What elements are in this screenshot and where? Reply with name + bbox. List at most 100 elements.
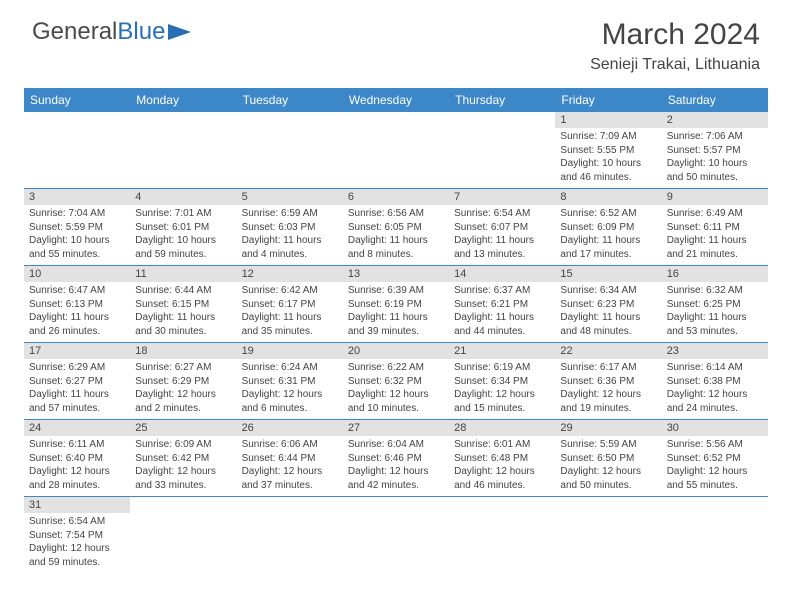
- calendar-week-row: 1Sunrise: 7:09 AMSunset: 5:55 PMDaylight…: [24, 112, 768, 189]
- calendar-cell: 14Sunrise: 6:37 AMSunset: 6:21 PMDayligh…: [449, 266, 555, 343]
- calendar-cell: 30Sunrise: 5:56 AMSunset: 6:52 PMDayligh…: [662, 420, 768, 497]
- day-header: Sunday: [24, 88, 130, 112]
- day-info: Sunrise: 6:09 AMSunset: 6:42 PMDaylight:…: [130, 436, 236, 496]
- calendar-cell: 28Sunrise: 6:01 AMSunset: 6:48 PMDayligh…: [449, 420, 555, 497]
- logo-text-general: General: [32, 18, 117, 46]
- logo: GeneralBlue: [32, 18, 193, 46]
- day-number: 7: [449, 189, 555, 205]
- day-number: 4: [130, 189, 236, 205]
- day-number: 8: [555, 189, 661, 205]
- calendar-cell: [130, 112, 236, 189]
- day-info: Sunrise: 6:59 AMSunset: 6:03 PMDaylight:…: [237, 205, 343, 265]
- calendar-cell: 2Sunrise: 7:06 AMSunset: 5:57 PMDaylight…: [662, 112, 768, 189]
- calendar-cell: 26Sunrise: 6:06 AMSunset: 6:44 PMDayligh…: [237, 420, 343, 497]
- day-info: Sunrise: 5:59 AMSunset: 6:50 PMDaylight:…: [555, 436, 661, 496]
- day-number: 6: [343, 189, 449, 205]
- calendar-cell: 23Sunrise: 6:14 AMSunset: 6:38 PMDayligh…: [662, 343, 768, 420]
- day-number: 27: [343, 420, 449, 436]
- day-number: 26: [237, 420, 343, 436]
- day-info: Sunrise: 6:54 AMSunset: 7:54 PMDaylight:…: [24, 513, 130, 573]
- calendar-cell: 29Sunrise: 5:59 AMSunset: 6:50 PMDayligh…: [555, 420, 661, 497]
- calendar-cell: 3Sunrise: 7:04 AMSunset: 5:59 PMDaylight…: [24, 189, 130, 266]
- day-number: 16: [662, 266, 768, 282]
- day-number: 10: [24, 266, 130, 282]
- day-header: Thursday: [449, 88, 555, 112]
- day-number: 18: [130, 343, 236, 359]
- calendar-cell: 18Sunrise: 6:27 AMSunset: 6:29 PMDayligh…: [130, 343, 236, 420]
- day-number: 5: [237, 189, 343, 205]
- calendar-week-row: 24Sunrise: 6:11 AMSunset: 6:40 PMDayligh…: [24, 420, 768, 497]
- day-number: 15: [555, 266, 661, 282]
- day-header: Monday: [130, 88, 236, 112]
- calendar-table: Sunday Monday Tuesday Wednesday Thursday…: [24, 88, 768, 573]
- calendar-cell: 15Sunrise: 6:34 AMSunset: 6:23 PMDayligh…: [555, 266, 661, 343]
- day-header: Wednesday: [343, 88, 449, 112]
- day-info: Sunrise: 6:32 AMSunset: 6:25 PMDaylight:…: [662, 282, 768, 342]
- day-info: Sunrise: 7:09 AMSunset: 5:55 PMDaylight:…: [555, 128, 661, 188]
- day-info: Sunrise: 6:04 AMSunset: 6:46 PMDaylight:…: [343, 436, 449, 496]
- calendar-cell: 8Sunrise: 6:52 AMSunset: 6:09 PMDaylight…: [555, 189, 661, 266]
- day-number: 1: [555, 112, 661, 128]
- calendar-cell: [237, 497, 343, 574]
- day-header: Tuesday: [237, 88, 343, 112]
- day-info: Sunrise: 7:06 AMSunset: 5:57 PMDaylight:…: [662, 128, 768, 188]
- day-info: Sunrise: 6:14 AMSunset: 6:38 PMDaylight:…: [662, 359, 768, 419]
- day-number: 29: [555, 420, 661, 436]
- day-number: 31: [24, 497, 130, 513]
- day-number: 22: [555, 343, 661, 359]
- calendar-cell: [449, 112, 555, 189]
- day-number: 23: [662, 343, 768, 359]
- calendar-cell: [343, 497, 449, 574]
- day-number: 2: [662, 112, 768, 128]
- calendar-cell: 16Sunrise: 6:32 AMSunset: 6:25 PMDayligh…: [662, 266, 768, 343]
- calendar-cell: 25Sunrise: 6:09 AMSunset: 6:42 PMDayligh…: [130, 420, 236, 497]
- calendar-cell: 4Sunrise: 7:01 AMSunset: 6:01 PMDaylight…: [130, 189, 236, 266]
- day-number: 14: [449, 266, 555, 282]
- calendar-week-row: 3Sunrise: 7:04 AMSunset: 5:59 PMDaylight…: [24, 189, 768, 266]
- calendar-week-row: 17Sunrise: 6:29 AMSunset: 6:27 PMDayligh…: [24, 343, 768, 420]
- calendar-cell: 12Sunrise: 6:42 AMSunset: 6:17 PMDayligh…: [237, 266, 343, 343]
- calendar-cell: 21Sunrise: 6:19 AMSunset: 6:34 PMDayligh…: [449, 343, 555, 420]
- day-header: Friday: [555, 88, 661, 112]
- calendar-week-row: 10Sunrise: 6:47 AMSunset: 6:13 PMDayligh…: [24, 266, 768, 343]
- calendar-cell: 7Sunrise: 6:54 AMSunset: 6:07 PMDaylight…: [449, 189, 555, 266]
- day-info: Sunrise: 6:49 AMSunset: 6:11 PMDaylight:…: [662, 205, 768, 265]
- logo-flag-icon: [167, 22, 193, 42]
- calendar-cell: 20Sunrise: 6:22 AMSunset: 6:32 PMDayligh…: [343, 343, 449, 420]
- calendar-cell: 10Sunrise: 6:47 AMSunset: 6:13 PMDayligh…: [24, 266, 130, 343]
- calendar-cell: 17Sunrise: 6:29 AMSunset: 6:27 PMDayligh…: [24, 343, 130, 420]
- day-number: 3: [24, 189, 130, 205]
- day-number: 25: [130, 420, 236, 436]
- day-info: Sunrise: 7:01 AMSunset: 6:01 PMDaylight:…: [130, 205, 236, 265]
- calendar-cell: 31Sunrise: 6:54 AMSunset: 7:54 PMDayligh…: [24, 497, 130, 574]
- day-number: 24: [24, 420, 130, 436]
- day-info: Sunrise: 6:37 AMSunset: 6:21 PMDaylight:…: [449, 282, 555, 342]
- day-info: Sunrise: 6:52 AMSunset: 6:09 PMDaylight:…: [555, 205, 661, 265]
- calendar-cell: [662, 497, 768, 574]
- calendar-cell: [130, 497, 236, 574]
- day-info: Sunrise: 6:19 AMSunset: 6:34 PMDaylight:…: [449, 359, 555, 419]
- calendar-cell: 1Sunrise: 7:09 AMSunset: 5:55 PMDaylight…: [555, 112, 661, 189]
- month-title: March 2024: [590, 18, 760, 52]
- calendar-cell: 5Sunrise: 6:59 AMSunset: 6:03 PMDaylight…: [237, 189, 343, 266]
- day-info: Sunrise: 6:01 AMSunset: 6:48 PMDaylight:…: [449, 436, 555, 496]
- day-number: 28: [449, 420, 555, 436]
- day-info: Sunrise: 6:42 AMSunset: 6:17 PMDaylight:…: [237, 282, 343, 342]
- page-header: GeneralBlue March 2024 Senieji Trakai, L…: [0, 0, 792, 82]
- day-info: Sunrise: 7:04 AMSunset: 5:59 PMDaylight:…: [24, 205, 130, 265]
- day-number: 13: [343, 266, 449, 282]
- calendar-cell: [449, 497, 555, 574]
- day-info: Sunrise: 6:22 AMSunset: 6:32 PMDaylight:…: [343, 359, 449, 419]
- day-info: Sunrise: 6:29 AMSunset: 6:27 PMDaylight:…: [24, 359, 130, 419]
- day-info: Sunrise: 6:54 AMSunset: 6:07 PMDaylight:…: [449, 205, 555, 265]
- calendar-cell: 24Sunrise: 6:11 AMSunset: 6:40 PMDayligh…: [24, 420, 130, 497]
- day-info: Sunrise: 6:27 AMSunset: 6:29 PMDaylight:…: [130, 359, 236, 419]
- day-number: 19: [237, 343, 343, 359]
- calendar-cell: 9Sunrise: 6:49 AMSunset: 6:11 PMDaylight…: [662, 189, 768, 266]
- calendar-cell: [24, 112, 130, 189]
- calendar-cell: 22Sunrise: 6:17 AMSunset: 6:36 PMDayligh…: [555, 343, 661, 420]
- calendar-cell: [555, 497, 661, 574]
- location-label: Senieji Trakai, Lithuania: [590, 56, 760, 74]
- calendar-cell: [343, 112, 449, 189]
- day-info: Sunrise: 6:17 AMSunset: 6:36 PMDaylight:…: [555, 359, 661, 419]
